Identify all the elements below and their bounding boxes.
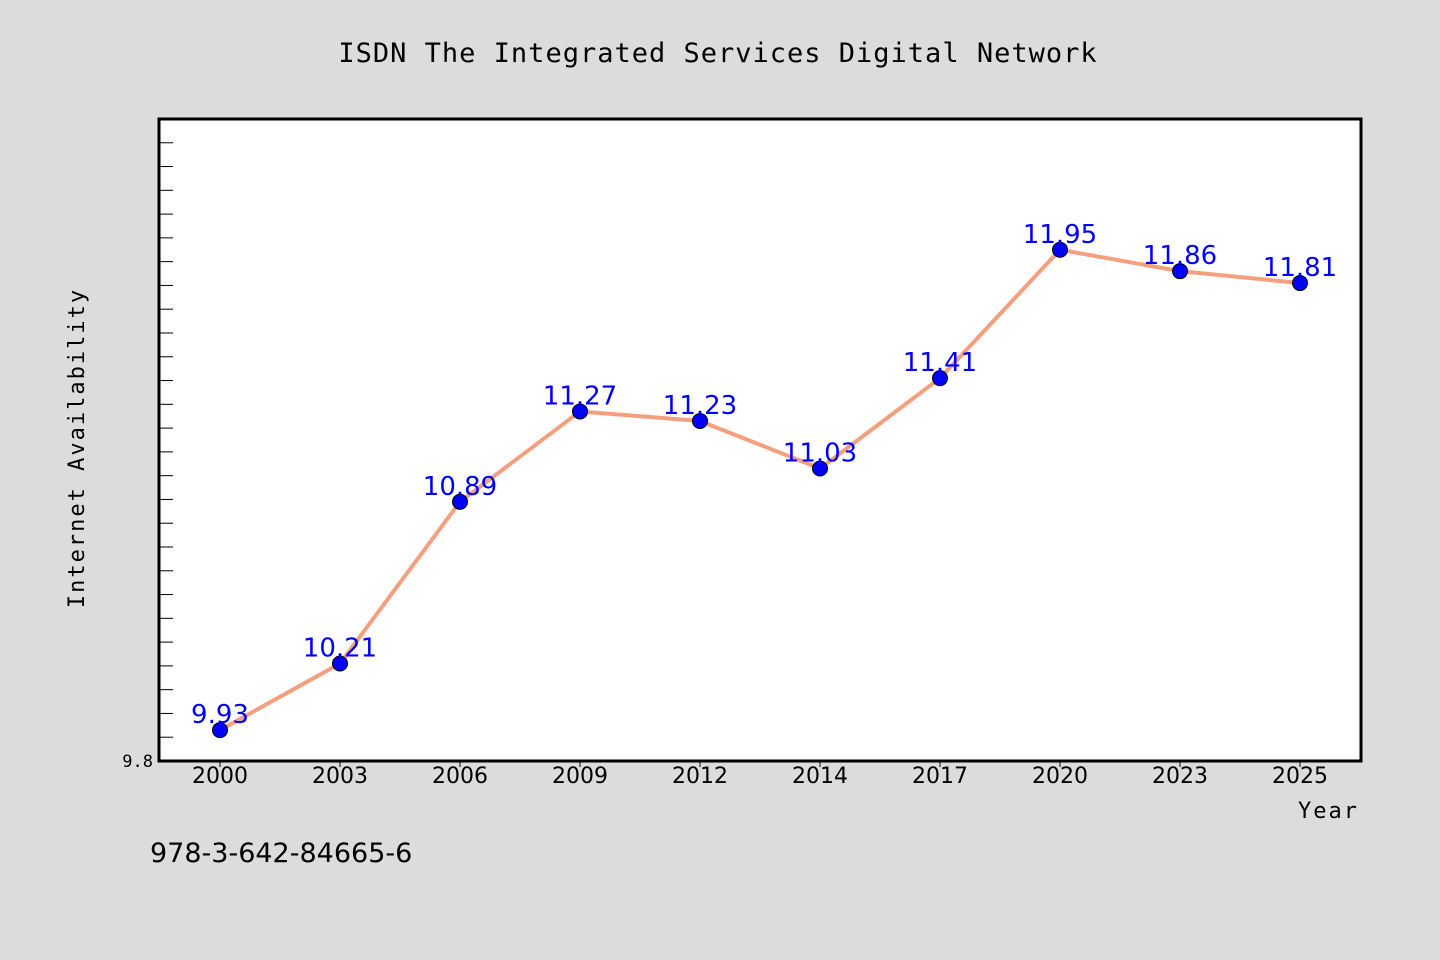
y-axis-label: Internet Availability [65,288,90,608]
data-label: 11.23 [663,391,737,421]
series-layer [212,241,1308,739]
y-axis-ticks: 9.8 [122,142,173,772]
series-line [219,247,1301,732]
data-point [932,370,948,387]
data-point [1052,241,1068,258]
data-label: 10.21 [303,634,377,664]
data-label: 9.93 [191,700,249,730]
x-tick-label: 2012 [672,764,728,789]
data-point [1172,263,1188,280]
x-tick-label: 2023 [1152,764,1208,789]
chart-title: ISDN The Integrated Services Digital Net… [338,38,1097,69]
data-label: 11.03 [783,439,857,469]
data-point [572,403,588,420]
data-point [692,412,708,429]
data-point [812,460,828,477]
data-label: 11.81 [1263,253,1337,283]
data-point [212,722,228,739]
x-tick-label: 2003 [312,764,368,789]
x-tick-label: 2006 [432,764,488,789]
x-axis-label: Year [1298,799,1359,824]
data-label: 11.86 [1143,241,1217,271]
x-tick-label: 2020 [1032,764,1088,789]
x-tick-label: 2017 [912,764,968,789]
data-label: 10.89 [423,472,497,502]
x-axis-ticks: 2000 2003 2006 2009 2012 2014 2017 2020 2023 2025 [192,761,1328,789]
x-tick-label: 2014 [792,764,848,789]
data-label: 11.95 [1023,220,1097,250]
data-point [1292,275,1308,292]
footnote-text: 978-3-642-84665-6 [150,838,412,869]
data-label: 11.41 [903,348,977,378]
y-tick-label: 9.8 [122,752,153,772]
plot-area [157,117,1363,763]
data-label: 11.27 [543,381,617,411]
x-tick-label: 2000 [192,764,248,789]
x-tick-label: 2009 [552,764,608,789]
x-tick-label: 2025 [1272,764,1328,789]
data-labels: 9.93 10.21 10.89 11.27 11.23 11.03 11.41 11.95 1… [191,220,1337,730]
data-point [332,655,348,672]
data-point [452,493,468,510]
